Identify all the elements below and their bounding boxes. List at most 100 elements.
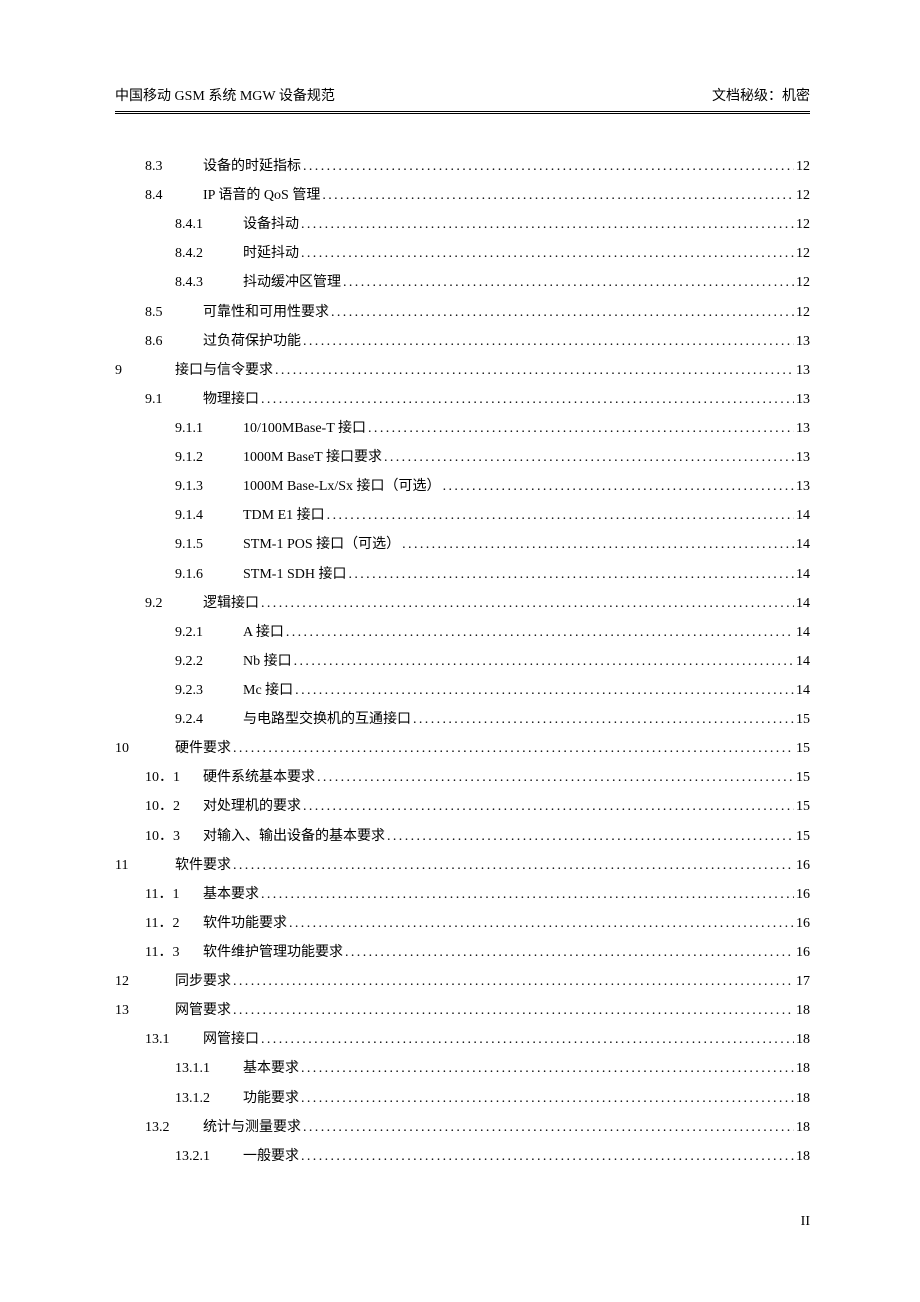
toc-row: 8.3设备的时延指标12 [115,152,810,181]
toc-entry-title: 网管要求 [175,996,231,1025]
toc-entry-number: 9.1.5 [175,530,243,559]
toc-entry-page: 13 [794,385,810,414]
toc-entry-number: 8.4.1 [175,210,243,239]
toc-entry-number: 9.2.3 [175,676,243,705]
toc-row: 13.1网管接口18 [115,1025,810,1054]
toc-entry-number: 9.1.6 [175,560,243,589]
toc-row: 9.2.4与电路型交换机的互通接口15 [115,705,810,734]
toc-row: 8.4.2时延抖动12 [115,239,810,268]
header-left: 中国移动 GSM 系统 MGW 设备规范 [115,85,335,105]
toc-entry-page: 14 [794,618,810,647]
toc-row: 10．1硬件系统基本要求 15 [115,763,810,792]
toc-entry-number: 11．1 [145,880,203,909]
toc-row: 8.4IP 语音的 QoS 管理 12 [115,181,810,210]
toc-dot-leader [287,909,794,938]
toc-entry-page: 15 [794,734,810,763]
toc-dot-leader [301,792,794,821]
toc-row: 10．2对处理机的要求 15 [115,792,810,821]
toc-entry-number: 11 [115,851,175,880]
toc-entry-title: 一般要求 [243,1142,299,1171]
toc-entry-page: 16 [794,880,810,909]
toc-entry-page: 14 [794,589,810,618]
toc-entry-page: 12 [794,181,810,210]
toc-row: 13网管要求18 [115,996,810,1025]
toc-row: 9.2逻辑接口14 [115,589,810,618]
toc-entry-number: 8.4.2 [175,239,243,268]
toc-entry-number: 10．3 [145,822,203,851]
toc-entry-page: 18 [794,1142,810,1171]
toc-dot-leader [411,705,794,734]
toc-entry-title: 硬件系统基本要求 [203,763,315,792]
toc-entry-title: 硬件要求 [175,734,231,763]
toc-entry-page: 15 [794,763,810,792]
toc-entry-number: 9.1.4 [175,501,243,530]
header-right: 文档秘级：机密 [712,85,810,105]
toc-row: 13.1.1基本要求 18 [115,1054,810,1083]
toc-entry-page: 15 [794,792,810,821]
toc-entry-title: 软件维护管理功能要求 [203,938,343,967]
toc-dot-leader [343,938,794,967]
header-rule-outer: 中国移动 GSM 系统 MGW 设备规范 文档秘级：机密 [115,85,810,114]
toc-entry-title: 时延抖动 [243,239,299,268]
toc-entry-page: 13 [794,443,810,472]
toc-entry-title: 接口与信令要求 [175,356,273,385]
toc-row: 9.1.21000M BaseT 接口要求13 [115,443,810,472]
toc-dot-leader [292,647,794,676]
toc-entry-number: 10．2 [145,792,203,821]
toc-entry-page: 13 [794,356,810,385]
toc-entry-number: 8.4 [145,181,203,210]
toc-dot-leader [259,880,794,909]
toc-entry-page: 12 [794,268,810,297]
toc-dot-leader [301,327,794,356]
toc-entry-title: 物理接口 [203,385,259,414]
toc-entry-page: 13 [794,414,810,443]
toc-row: 9.2.3Mc 接口14 [115,676,810,705]
toc-entry-number: 9.2 [145,589,203,618]
toc-entry-number: 9 [115,356,175,385]
toc-entry-title: 软件功能要求 [203,909,287,938]
toc-entry-title: 基本要求 [243,1054,299,1083]
toc-entry-page: 15 [794,705,810,734]
toc-entry-number: 9.2.1 [175,618,243,647]
toc-row: 10硬件要求 15 [115,734,810,763]
toc-entry-number: 9.1.3 [175,472,243,501]
toc-entry-title: 对输入、输出设备的基本要求 [203,822,385,851]
toc-entry-page: 18 [794,1084,810,1113]
toc-dot-leader [231,967,794,996]
page-container: 中国移动 GSM 系统 MGW 设备规范 文档秘级：机密 8.3设备的时延指标1… [0,0,920,1231]
toc-entry-number: 13.1.1 [175,1054,243,1083]
toc-entry-number: 10 [115,734,175,763]
toc-entry-number: 11．2 [145,909,203,938]
toc-entry-number: 8.6 [145,327,203,356]
toc-entry-number: 10．1 [145,763,203,792]
toc-entry-page: 12 [794,210,810,239]
toc-dot-leader [299,1054,794,1083]
toc-entry-title: STM-1 POS 接口（可选） [243,530,400,559]
toc-entry-page: 12 [794,298,810,327]
toc-entry-page: 14 [794,676,810,705]
toc-row: 8.4.3抖动缓冲区管理12 [115,268,810,297]
toc-entry-number: 9.1.2 [175,443,243,472]
toc-row: 9接口与信令要求 13 [115,356,810,385]
toc-dot-leader [385,822,794,851]
toc-entry-number: 9.1.1 [175,414,243,443]
toc-entry-page: 14 [794,501,810,530]
toc-entry-title: IP 语音的 QoS 管理 [203,181,320,210]
toc-row: 9.1.5STM-1 POS 接口（可选）14 [115,530,810,559]
toc-entry-page: 18 [794,1054,810,1083]
toc-dot-leader [341,268,794,297]
toc-dot-leader [346,560,794,589]
page-number: II [801,1214,810,1230]
toc-entry-title: 抖动缓冲区管理 [243,268,341,297]
toc-entry-title: 可靠性和可用性要求 [203,298,329,327]
toc-entry-title: 对处理机的要求 [203,792,301,821]
toc-entry-number: 8.5 [145,298,203,327]
toc-entry-number: 12 [115,967,175,996]
toc-row: 9.1物理接口13 [115,385,810,414]
toc-entry-page: 18 [794,996,810,1025]
toc-dot-leader [301,1113,794,1142]
toc-dot-leader [299,1084,794,1113]
toc-dot-leader [231,996,794,1025]
toc-dot-leader [299,239,794,268]
toc-entry-page: 14 [794,647,810,676]
